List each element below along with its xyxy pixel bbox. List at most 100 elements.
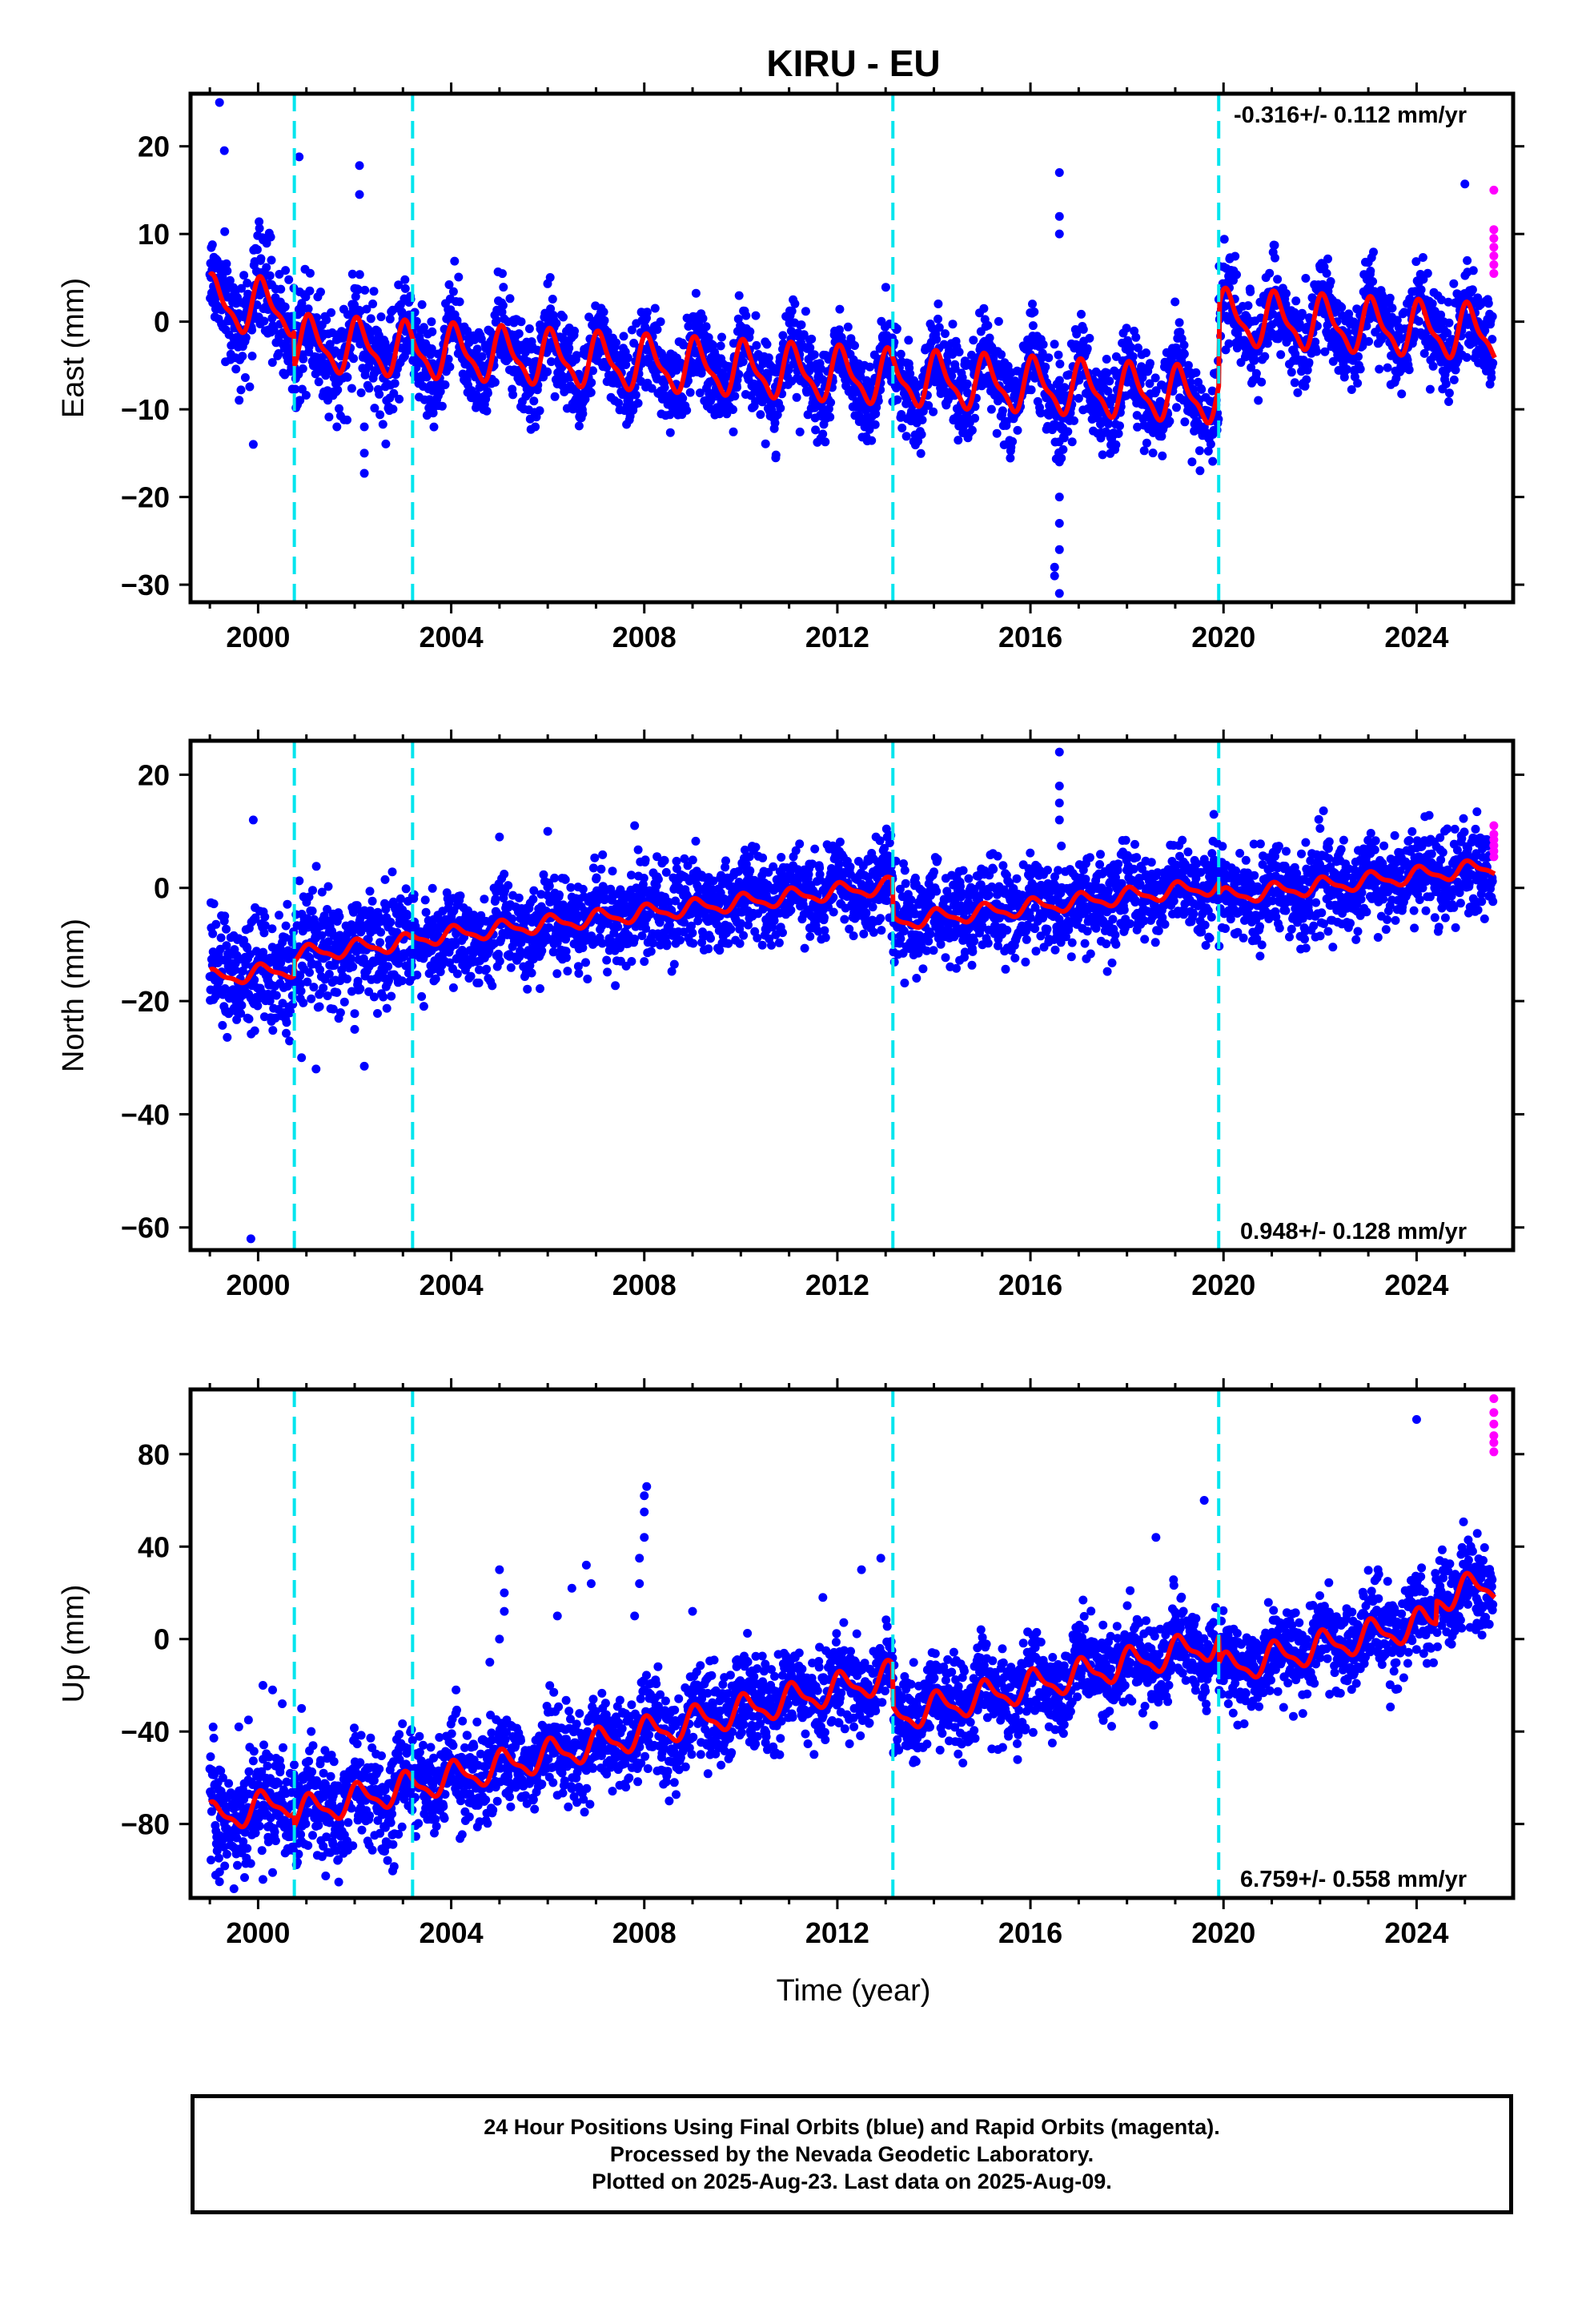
data-point bbox=[701, 322, 711, 332]
data-point bbox=[947, 372, 957, 380]
data-point bbox=[403, 911, 412, 920]
data-point bbox=[588, 366, 597, 376]
data-point bbox=[752, 340, 761, 350]
data-point bbox=[621, 360, 631, 369]
data-point bbox=[1067, 437, 1077, 447]
data-point bbox=[1441, 379, 1451, 388]
data-point bbox=[1026, 385, 1036, 395]
data-point bbox=[1247, 363, 1256, 372]
data-point bbox=[401, 884, 411, 894]
data-point bbox=[375, 938, 385, 947]
data-point bbox=[527, 968, 536, 978]
data-point bbox=[1243, 301, 1253, 311]
data-point bbox=[682, 405, 692, 415]
data-point bbox=[1391, 374, 1401, 383]
data-point bbox=[448, 983, 458, 992]
data-point bbox=[492, 316, 501, 325]
data-point bbox=[343, 975, 351, 983]
data-point bbox=[316, 287, 325, 297]
data-point bbox=[1347, 385, 1356, 394]
data-point bbox=[1145, 379, 1154, 388]
data-point bbox=[572, 351, 581, 360]
data-point bbox=[244, 1014, 254, 1023]
data-point bbox=[347, 954, 355, 963]
data-point bbox=[867, 436, 877, 445]
data-point bbox=[709, 340, 718, 350]
data-point bbox=[560, 875, 570, 884]
data-point bbox=[660, 856, 669, 866]
data-point bbox=[482, 406, 492, 416]
x-tick-label: 2024 bbox=[1384, 621, 1448, 653]
data-point bbox=[698, 314, 708, 324]
data-point bbox=[1103, 387, 1113, 396]
outlier-point bbox=[1054, 168, 1064, 178]
data-point bbox=[1072, 329, 1082, 339]
data-point bbox=[865, 362, 874, 372]
data-point bbox=[647, 384, 656, 393]
data-point bbox=[516, 317, 526, 327]
data-point bbox=[498, 269, 507, 279]
data-point bbox=[1451, 365, 1460, 375]
data-point bbox=[548, 295, 557, 304]
data-point bbox=[508, 390, 518, 400]
data-point bbox=[222, 941, 231, 951]
data-point bbox=[660, 383, 669, 392]
data-point bbox=[383, 962, 393, 971]
data-point bbox=[295, 396, 305, 405]
data-point bbox=[1082, 344, 1092, 353]
data-point bbox=[370, 404, 379, 413]
data-point bbox=[570, 326, 579, 336]
data-point bbox=[474, 978, 484, 987]
data-point bbox=[209, 899, 219, 909]
data-point bbox=[307, 994, 316, 1003]
data-point bbox=[1337, 303, 1347, 312]
data-point bbox=[387, 867, 397, 877]
data-point bbox=[1419, 348, 1429, 358]
data-point bbox=[523, 984, 532, 994]
data-point bbox=[223, 266, 232, 275]
data-point bbox=[1369, 247, 1378, 257]
data-point bbox=[901, 432, 911, 441]
x-tick-label: 2020 bbox=[1191, 621, 1255, 653]
data-point bbox=[1287, 368, 1296, 377]
data-point bbox=[596, 864, 606, 874]
data-point bbox=[1425, 384, 1435, 394]
data-point bbox=[375, 389, 384, 399]
data-point bbox=[729, 405, 737, 414]
data-point bbox=[422, 372, 432, 382]
data-point bbox=[368, 300, 378, 308]
data-point bbox=[1385, 293, 1395, 303]
data-point bbox=[1104, 419, 1113, 428]
data-point bbox=[653, 875, 663, 884]
data-point bbox=[333, 385, 343, 395]
data-point bbox=[619, 332, 628, 341]
data-point bbox=[985, 333, 994, 343]
data-point bbox=[983, 320, 993, 330]
outlier-point bbox=[1054, 493, 1064, 502]
data-point bbox=[650, 304, 660, 313]
data-point bbox=[400, 283, 410, 293]
data-point bbox=[243, 279, 252, 287]
data-point bbox=[514, 329, 524, 339]
data-point bbox=[514, 893, 524, 903]
data-point bbox=[364, 384, 374, 393]
data-point bbox=[958, 373, 967, 382]
data-point bbox=[790, 299, 800, 308]
data-point bbox=[802, 388, 812, 397]
data-point bbox=[924, 400, 934, 410]
data-point bbox=[770, 418, 780, 428]
data-point bbox=[335, 911, 344, 921]
data-point bbox=[1098, 450, 1107, 460]
x-tick-label: 2004 bbox=[420, 621, 484, 653]
data-point bbox=[1179, 349, 1189, 359]
data-point bbox=[870, 420, 880, 429]
data-point bbox=[381, 439, 391, 448]
outlier-point bbox=[1054, 589, 1064, 598]
data-point bbox=[778, 331, 788, 340]
data-point bbox=[917, 415, 927, 424]
data-point bbox=[962, 379, 972, 388]
data-point bbox=[1183, 360, 1193, 370]
data-point bbox=[633, 399, 643, 408]
data-point bbox=[934, 314, 942, 324]
data-point bbox=[544, 881, 554, 891]
